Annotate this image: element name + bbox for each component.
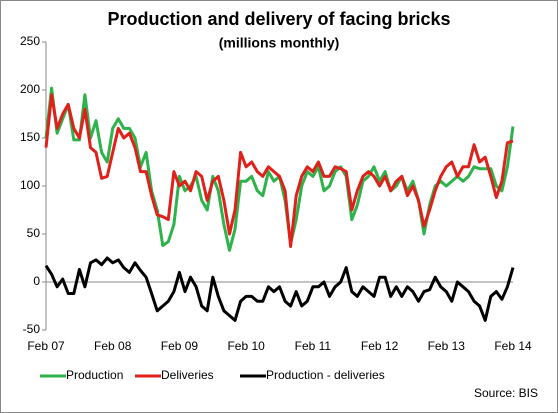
x-tick-label: Feb 09 [161,339,199,353]
x-tick-label: Feb 12 [361,339,399,353]
legend-label: Deliveries [161,368,214,382]
y-tick-label: 50 [27,226,41,240]
x-tick-label: Feb 11 [295,339,332,353]
y-tick-label: 150 [20,130,40,144]
source: Source: BIS [474,386,538,400]
series-line [44,93,514,248]
x-tick-label: Feb 13 [428,339,466,353]
y-tick-label: -50 [23,322,41,336]
chart-title: Production and delivery of facing bricks [107,9,450,29]
x-tick-label: Feb 07 [27,339,65,353]
legend-label: Production - deliveries [266,368,385,382]
y-tick-label: 250 [20,34,40,48]
x-tick-label: Feb 14 [494,339,532,353]
y-tick-label: 0 [33,274,40,288]
legend-label: Production [66,368,123,382]
series-line [44,256,515,322]
chart-subtitle: (millions monthly) [219,35,340,51]
y-tick-label: 200 [20,82,40,96]
y-tick-label: 100 [20,178,40,192]
x-tick-label: Feb 10 [227,339,265,353]
x-tick-label: Feb 08 [94,339,132,353]
